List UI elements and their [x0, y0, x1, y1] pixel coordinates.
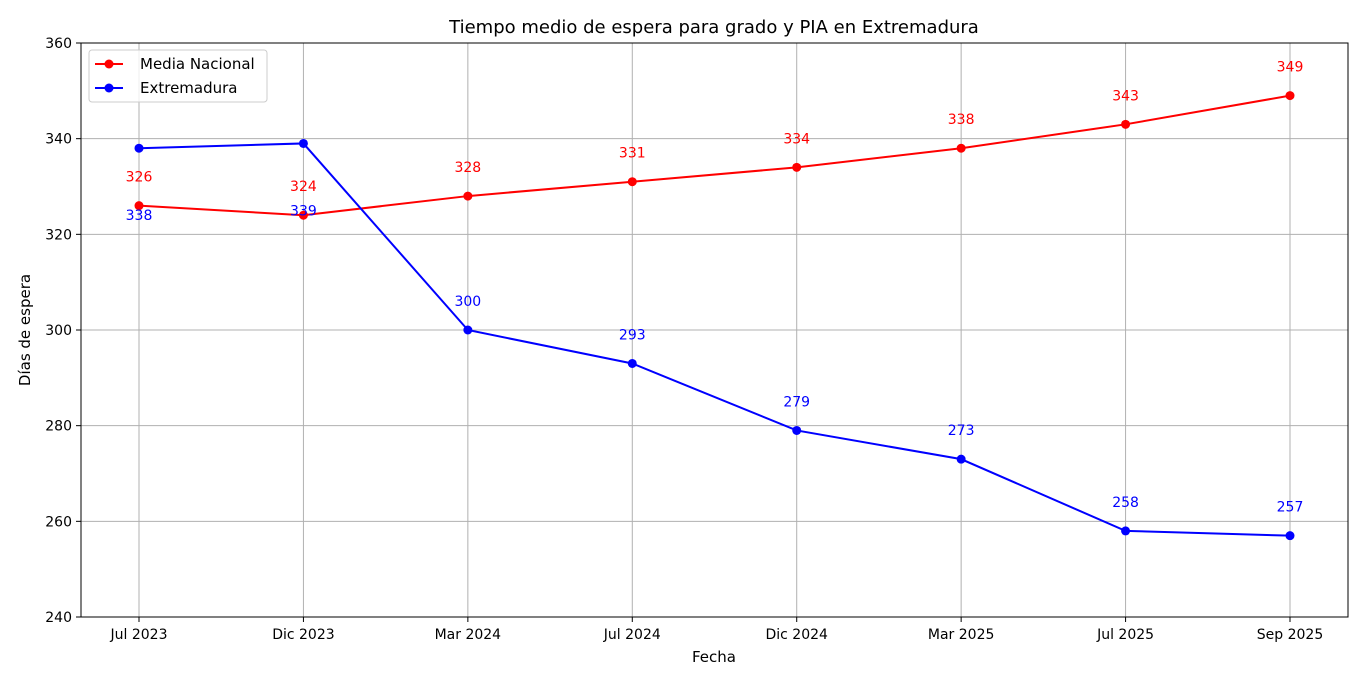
x-axis-label: Fecha [692, 648, 736, 666]
data-point-media-nacional [463, 191, 473, 201]
y-axis-label: Días de espera [16, 274, 34, 386]
data-label-media-nacional: 326 [126, 170, 153, 186]
x-tick-label: Dic 2023 [272, 627, 334, 643]
data-point-extremadura [627, 358, 637, 368]
data-point-media-nacional [792, 162, 802, 172]
y-axis: 240 260 280 300 320 340 360 [45, 36, 81, 626]
series-line-media-nacional [138, 94, 1291, 217]
data-point-extremadura [134, 143, 144, 153]
data-label-extremadura: 300 [454, 294, 481, 310]
data-point-extremadura [298, 138, 308, 148]
data-label-media-nacional: 328 [454, 160, 481, 176]
legend-marker-extremadura [104, 83, 114, 93]
data-point-media-nacional [627, 177, 637, 187]
chart-title: Tiempo medio de espera para grado y PIA … [448, 17, 979, 38]
x-tick-label: Jul 2024 [603, 627, 661, 643]
series-extremadura: 338 339 300 293 279 273 258 257 [126, 138, 1304, 541]
x-tick-label: Mar 2025 [928, 627, 995, 643]
data-label-media-nacional: 334 [783, 131, 810, 147]
y-tick-label: 340 [45, 132, 72, 148]
y-tick-label: 240 [45, 610, 72, 626]
x-tick-label: Jul 2023 [110, 627, 168, 643]
y-tick-label: 300 [45, 323, 72, 339]
data-label-extremadura: 339 [290, 203, 317, 219]
y-tick-label: 360 [45, 36, 72, 52]
data-label-extremadura: 293 [619, 327, 646, 343]
y-tick-label: 280 [45, 419, 72, 435]
data-point-media-nacional [956, 143, 966, 153]
legend-label-extremadura: Extremadura [140, 79, 238, 97]
series-media-nacional: 326 324 328 331 334 338 343 349 [126, 60, 1304, 220]
data-point-media-nacional [134, 201, 144, 211]
data-point-media-nacional [1121, 119, 1131, 129]
y-tick-label: 320 [45, 227, 72, 243]
data-label-extremadura: 338 [126, 208, 153, 224]
data-label-media-nacional: 343 [1112, 88, 1139, 104]
data-point-extremadura [956, 454, 966, 464]
legend-marker-media-nacional [104, 59, 114, 69]
data-point-media-nacional [1285, 91, 1295, 101]
x-axis: Jul 2023 Dic 2023 Mar 2024 Jul 2024 Dic 2024… [110, 617, 1323, 643]
series-line-extremadura [138, 142, 1291, 537]
data-label-media-nacional: 338 [948, 112, 975, 128]
legend: Media Nacional Extremadura [88, 49, 268, 103]
grid [81, 43, 1348, 617]
y-tick-label: 260 [45, 514, 72, 530]
data-label-media-nacional: 349 [1277, 60, 1304, 76]
data-point-media-nacional [298, 210, 308, 220]
data-label-extremadura: 279 [783, 394, 810, 410]
data-label-media-nacional: 324 [290, 179, 317, 195]
x-tick-label: Mar 2024 [435, 627, 502, 643]
data-label-extremadura: 273 [948, 423, 975, 439]
data-point-extremadura [463, 325, 473, 335]
data-point-extremadura [1121, 526, 1131, 536]
x-tick-label: Sep 2025 [1257, 627, 1323, 643]
legend-label-media-nacional: Media Nacional [140, 55, 255, 73]
data-point-extremadura [792, 425, 802, 435]
data-label-extremadura: 257 [1277, 500, 1304, 516]
data-label-media-nacional: 331 [619, 146, 646, 162]
x-tick-label: Dic 2024 [765, 627, 828, 643]
x-tick-label: Jul 2025 [1096, 627, 1154, 643]
data-point-extremadura [1285, 531, 1295, 541]
data-label-extremadura: 258 [1112, 495, 1139, 511]
